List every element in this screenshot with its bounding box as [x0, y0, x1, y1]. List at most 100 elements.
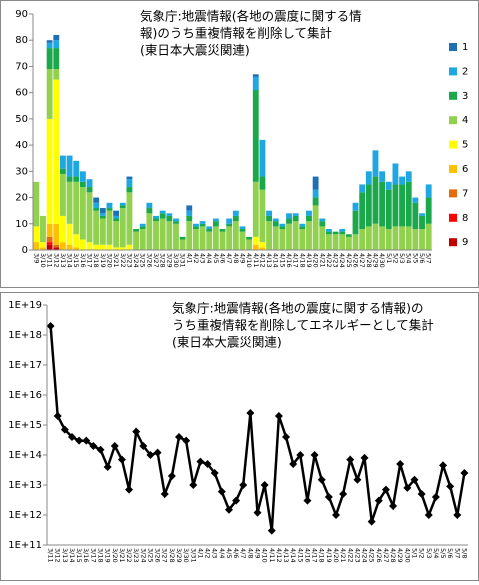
bar-segment — [325, 234, 332, 250]
legend-swatch — [449, 238, 457, 247]
bar-segment — [372, 176, 379, 224]
marker — [360, 453, 369, 462]
chart-title: (東日本大震災関連) — [172, 335, 282, 350]
y-tick-label: 1E+19 — [8, 300, 42, 311]
x-tick-label: 4/3 — [211, 548, 219, 558]
x-tick-label: 3/17 — [89, 548, 97, 563]
bar-segment — [219, 229, 226, 232]
bar-segment — [206, 226, 213, 230]
x-tick-label: 4/2 — [204, 548, 212, 558]
bar-segment — [192, 223, 199, 227]
bar-segment — [259, 139, 266, 177]
bar-segment — [252, 236, 259, 245]
bar-segment — [399, 176, 406, 185]
bar-segment — [53, 247, 60, 250]
x-tick-label: 3/13 — [61, 548, 69, 563]
bar-segment — [106, 208, 113, 211]
marker — [446, 482, 455, 491]
bar-segment — [186, 205, 193, 211]
x-tick-label: 5/2 — [391, 253, 399, 263]
marker — [53, 411, 62, 420]
x-tick-label: 4/15 — [278, 253, 286, 268]
bar-segment — [266, 215, 273, 222]
bar-segment — [166, 221, 173, 250]
bar-segment — [86, 179, 93, 188]
x-tick-label: 4/30 — [403, 548, 411, 563]
bar-segment — [286, 213, 292, 219]
bar-segment — [352, 234, 359, 250]
x-tick-label: 5/4 — [405, 253, 413, 263]
y-tick-label: 70 — [15, 61, 28, 72]
marker — [403, 483, 412, 492]
bar-segment — [79, 171, 86, 182]
x-tick-label: 3/22 — [119, 253, 127, 268]
marker — [167, 471, 176, 480]
legend-label: 4 — [462, 115, 468, 126]
bar-segment — [206, 231, 213, 250]
bar-segment — [419, 229, 425, 250]
x-tick-label: 4/29 — [396, 548, 404, 563]
x-tick-label: 3/24 — [132, 253, 140, 268]
x-tick-label: 5/2 — [418, 548, 426, 558]
bar-segment — [232, 215, 239, 222]
bar-segment — [46, 48, 53, 70]
bar-segment — [272, 221, 279, 227]
x-tick-label: 3/16 — [79, 253, 87, 268]
marker — [282, 432, 291, 441]
x-tick-label: 5/7 — [453, 548, 461, 558]
bar-segment — [106, 202, 113, 209]
bar-segment — [206, 229, 213, 232]
bar-segment — [292, 215, 299, 222]
marker — [310, 451, 319, 459]
bar-segment — [53, 79, 60, 224]
bar-segment — [46, 69, 53, 119]
x-tick-label: 4/19 — [305, 253, 313, 268]
marker — [75, 436, 84, 445]
x-tick-label: 4/11 — [268, 548, 276, 563]
bar-segment — [292, 213, 299, 216]
x-tick-label: 3/21 — [118, 548, 126, 563]
bar-segment — [159, 210, 166, 214]
bar-segment — [146, 208, 153, 214]
bar-segment — [99, 208, 106, 214]
bar-segment — [33, 226, 40, 243]
x-tick-label: 3/23 — [125, 253, 133, 268]
marker — [232, 496, 241, 505]
bar-segment — [93, 202, 100, 209]
marker — [260, 481, 269, 489]
marker — [374, 496, 383, 505]
bar-segment — [99, 213, 106, 216]
x-tick-label: 4/16 — [285, 253, 293, 268]
marker — [303, 496, 312, 505]
x-tick-label: 4/23 — [332, 253, 340, 268]
bar-segment — [113, 215, 120, 219]
bar-segment — [40, 247, 46, 250]
bar-segment — [79, 181, 86, 188]
y-tick-label: 1E+14 — [8, 450, 42, 461]
bar-segment — [166, 215, 173, 222]
bar-segment — [73, 181, 80, 235]
x-tick-label: 4/4 — [205, 253, 213, 263]
x-tick-label: 4/24 — [338, 253, 346, 268]
x-tick-label: 3/14 — [66, 253, 74, 268]
bar-segment — [126, 176, 133, 180]
x-tick-label: 5/4 — [432, 548, 440, 558]
x-tick-label: 4/8 — [232, 253, 240, 263]
bar-segment — [286, 218, 292, 224]
x-tick-label: 3/12 — [52, 253, 60, 268]
bar-segment — [252, 76, 259, 91]
bar-segment — [192, 226, 199, 230]
marker — [132, 427, 141, 436]
bar-segment — [119, 202, 126, 206]
marker — [117, 455, 126, 464]
x-tick-label: 4/27 — [358, 253, 366, 268]
bar-segment — [186, 210, 193, 216]
bar-segment — [425, 197, 432, 224]
bar-segment — [252, 244, 259, 250]
x-tick-label: 3/10 — [39, 253, 47, 268]
bar-segment — [405, 226, 412, 250]
x-tick-label: 4/7 — [225, 253, 233, 263]
marker — [389, 501, 398, 510]
bar-segment — [332, 231, 339, 235]
